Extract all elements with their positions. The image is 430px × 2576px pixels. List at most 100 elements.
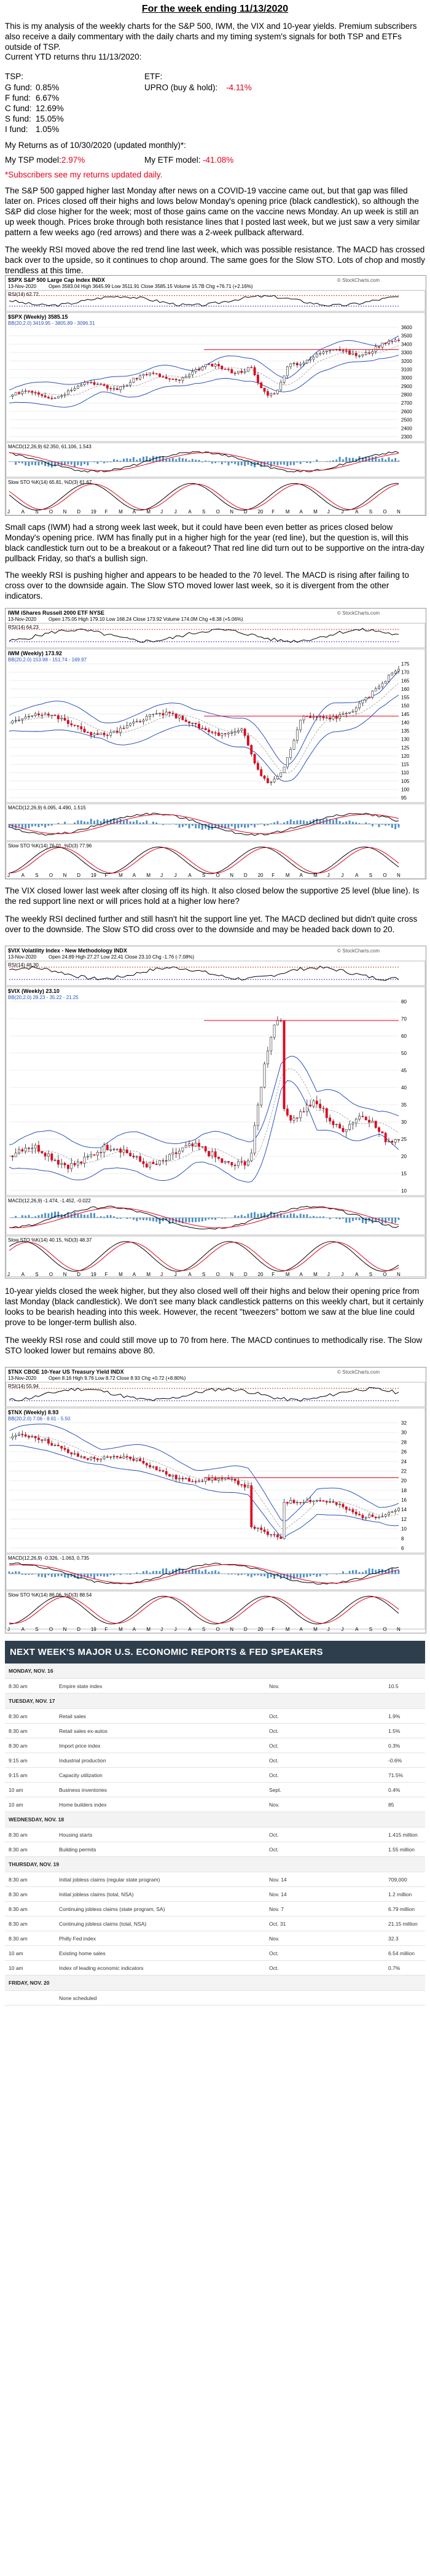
macd-histogram-bar <box>280 1573 282 1579</box>
macd-histogram-bar <box>247 824 249 828</box>
macd-histogram-bar <box>381 824 383 825</box>
candle-body <box>63 1163 66 1165</box>
candle-body <box>351 1123 354 1125</box>
price-tick-label: 14 <box>401 1507 407 1512</box>
macd-panel <box>6 442 426 478</box>
candle-body <box>384 1132 387 1142</box>
candle-body <box>24 717 27 719</box>
price-tick-label: 3300 <box>401 350 412 356</box>
bb-middle-line <box>9 1068 399 1164</box>
candle-body <box>368 1119 370 1123</box>
candle-body <box>194 369 197 372</box>
macd-histogram-bar <box>100 1216 102 1218</box>
econ-time: 10 am <box>5 1797 55 1812</box>
candle-body <box>208 1477 210 1481</box>
candle-body <box>253 1125 256 1154</box>
my-tsp-value: 2.97% <box>61 155 85 165</box>
candle-body <box>217 364 220 367</box>
candle-body <box>208 1151 210 1156</box>
macd-histogram-bar <box>283 1573 285 1578</box>
macd-histogram-bar <box>208 1571 210 1574</box>
candle-body <box>106 1145 109 1151</box>
macd-histogram-bar <box>267 1573 269 1579</box>
candle-body <box>299 720 302 730</box>
macd-histogram-bar <box>286 1215 289 1218</box>
macd-histogram-bar <box>181 824 184 827</box>
price-tick-label: 10 <box>401 1527 407 1532</box>
candle-body <box>329 1501 332 1503</box>
axis-month-label: A <box>355 873 359 878</box>
candle-body <box>394 1139 397 1143</box>
macd-histogram-bar <box>191 1568 194 1574</box>
candle-body <box>374 688 377 691</box>
candle-body <box>391 672 394 675</box>
econ-day-row: FRIDAY, NOV. 20 <box>5 1975 425 1991</box>
axis-month-label: A <box>133 873 136 878</box>
macd-histogram-bar <box>158 1571 161 1574</box>
price-tick-label: 3600 <box>401 325 412 330</box>
macd-histogram-bar <box>375 456 377 462</box>
econ-report: Capacity utilization <box>55 1767 265 1783</box>
candle-body <box>319 353 322 355</box>
axis-month-label: J <box>341 1627 343 1632</box>
macd-histogram-bar <box>25 824 27 829</box>
candle-body <box>201 1146 204 1148</box>
candle-body <box>266 778 269 784</box>
macd-histogram-bar <box>394 824 397 830</box>
axis-month-label: J <box>341 873 343 878</box>
axis-month-label: O <box>216 1627 220 1632</box>
candle-body <box>286 757 289 768</box>
candle-body <box>295 1502 299 1503</box>
macd-label: MACD(12,26,9) -0.326, -1.063, 0.735 <box>8 1555 90 1561</box>
macd-histogram-bar <box>257 1213 259 1218</box>
macd-histogram-bar <box>237 824 240 828</box>
macd-histogram-bar <box>361 457 364 462</box>
candle-body <box>188 721 190 723</box>
axis-month-label: A <box>300 1272 303 1277</box>
candle-body <box>165 1471 168 1475</box>
econ-period: Nov. <box>265 1931 328 1946</box>
macd-histogram-bar <box>158 456 161 462</box>
axis-month-label: J <box>160 1627 163 1632</box>
macd-histogram-bar <box>293 821 295 824</box>
macd-histogram-bar <box>230 461 233 464</box>
econ-time <box>5 1990 55 2006</box>
econ-forecast: 1.2 million <box>385 1886 425 1902</box>
axis-month-label: A <box>22 1272 25 1277</box>
macd-histogram-bar <box>240 461 243 465</box>
macd-histogram-bar <box>335 1218 338 1219</box>
axis-month-label: F <box>105 1272 108 1277</box>
iwm-weekly-chart: IWM iShares Russell 2000 ETF NYSE © Stock… <box>5 608 426 879</box>
etf-value: -4.11% <box>226 83 252 92</box>
chart-ohlc: Open 3583.04 High 3645.99 Low 3511.91 Cl… <box>49 284 253 289</box>
econ-period: Sept. <box>265 1782 328 1797</box>
axis-month-label: O <box>49 1272 53 1277</box>
macd-histogram-bar <box>158 1218 161 1224</box>
macd-histogram-bar <box>267 824 269 826</box>
candle-body <box>332 1501 335 1503</box>
macd-panel <box>6 1196 426 1235</box>
econ-actual <box>328 1960 385 1975</box>
macd-histogram-bar <box>123 458 125 462</box>
econ-report-row: 8:30 am Import price index Oct. 0.3% <box>5 1738 425 1753</box>
candle-body <box>47 1153 50 1157</box>
macd-histogram-bar <box>240 1573 243 1575</box>
econ-period: Nov. 14 <box>265 1872 328 1887</box>
spx-commentary-2: The weekly RSI moved above the red trend… <box>5 245 425 275</box>
candle-body <box>270 1037 273 1051</box>
candle-body <box>139 375 142 379</box>
axis-month-label: M <box>313 873 318 878</box>
econ-actual <box>328 1678 385 1694</box>
macd-histogram-bar <box>348 1218 351 1223</box>
chart-ohlc: Open 8.16 High 9.76 Low 8.72 Close 8.93 … <box>49 1376 186 1381</box>
candle-body <box>73 388 76 391</box>
candle-body <box>112 731 115 733</box>
axis-month-label: M <box>286 873 290 878</box>
tnx-weekly-chart: $TNX CBOE 10-Year US Treasury Yield INDX… <box>5 1367 426 1633</box>
candle-body <box>174 1474 178 1479</box>
axis-month-label: S <box>369 509 372 515</box>
macd-histogram-bar <box>168 1218 171 1224</box>
macd-histogram-bar <box>165 824 168 825</box>
econ-actual <box>328 1723 385 1738</box>
fund-value: 6.67% <box>36 93 60 103</box>
